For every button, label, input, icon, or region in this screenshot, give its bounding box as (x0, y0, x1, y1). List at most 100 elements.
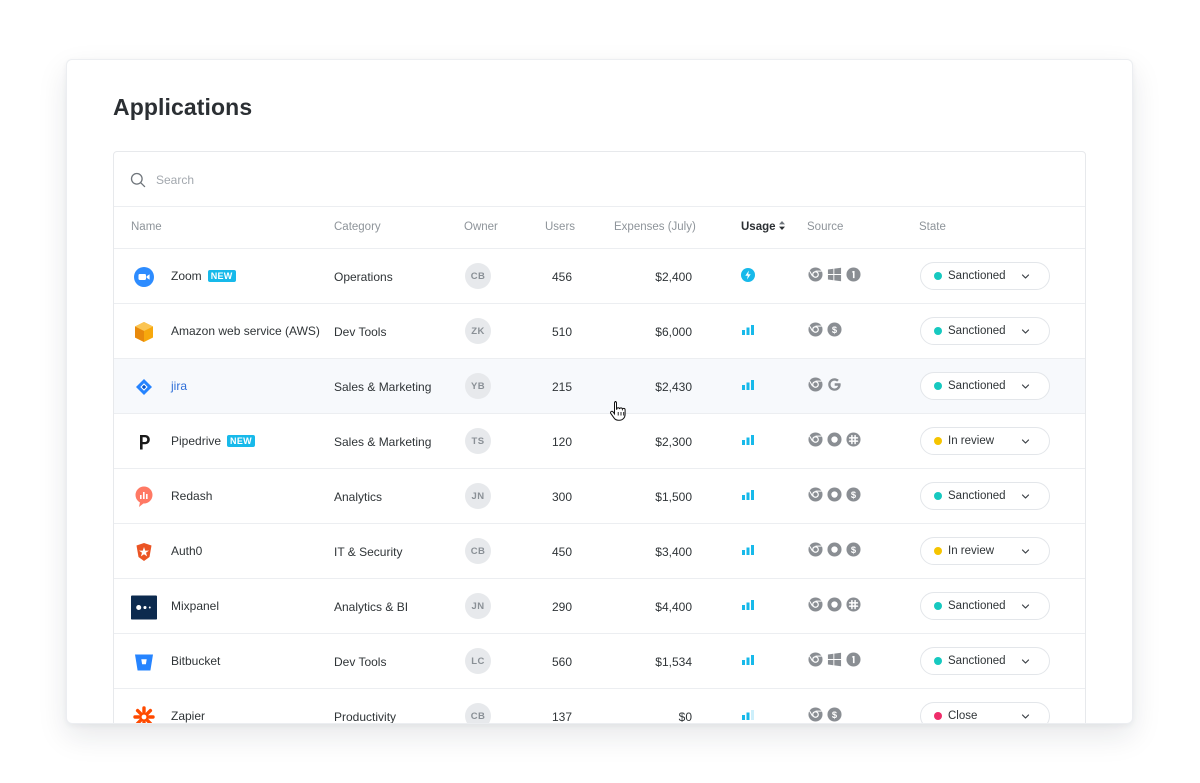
app-sources (808, 597, 861, 612)
state-dot (934, 382, 942, 390)
owner-avatar[interactable]: LC (465, 648, 491, 674)
owner-avatar[interactable]: ZK (465, 318, 491, 344)
search-bar (114, 152, 1085, 207)
state-dropdown[interactable]: Sanctioned (920, 592, 1050, 620)
state-dot (934, 492, 942, 500)
table-row[interactable]: Redash Analytics JN 300 $1,500 $ Sanctio… (114, 469, 1085, 524)
table-row[interactable]: Amazon web service (AWS) Dev Tools ZK 51… (114, 304, 1085, 359)
owner-avatar[interactable]: TS (465, 428, 491, 454)
column-header-owner[interactable]: Owner (464, 221, 498, 233)
search-input[interactable] (156, 169, 556, 191)
dollar-icon: $ (827, 322, 842, 337)
app-expenses: $2,300 (655, 435, 692, 449)
table-row[interactable]: Zoom NEW Operations CB 456 $2,400 Sanctio… (114, 249, 1085, 304)
app-category: Analytics & BI (334, 600, 409, 614)
state-dropdown[interactable]: Sanctioned (920, 262, 1050, 290)
chrome-icon (808, 597, 823, 612)
state-dot (934, 602, 942, 610)
state-label: Sanctioned (948, 490, 1006, 502)
table-row[interactable]: Zapier Productivity CB 137 $0 $ Close (114, 689, 1085, 724)
app-category: Sales & Marketing (334, 435, 432, 449)
column-header-usage[interactable]: Usage (741, 221, 785, 233)
auth0-icon (131, 539, 157, 565)
owner-avatar[interactable]: CB (465, 263, 491, 289)
app-sources: $ (808, 322, 842, 337)
app-users: 290 (551, 600, 572, 614)
one-password-icon (846, 267, 861, 282)
state-label: In review (948, 435, 995, 447)
state-dropdown[interactable]: Sanctioned (920, 647, 1050, 675)
zapier-icon (131, 704, 157, 723)
state-dot (934, 657, 942, 665)
owner-avatar[interactable]: JN (465, 593, 491, 619)
state-dropdown[interactable]: Sanctioned (920, 372, 1050, 400)
table-body: Zoom NEW Operations CB 456 $2,400 Sanctio… (114, 249, 1085, 724)
dollar-icon: $ (846, 542, 861, 557)
pipedrive-icon (131, 429, 157, 455)
usage-bars-icon (742, 545, 754, 555)
table-row[interactable]: Auth0 IT & Security CB 450 $3,400 $ In r… (114, 524, 1085, 579)
svg-text:$: $ (851, 545, 857, 555)
okta-icon (827, 487, 842, 502)
svg-text:$: $ (851, 490, 857, 500)
column-header-name[interactable]: Name (131, 221, 162, 233)
app-expenses: $3,400 (655, 545, 692, 559)
state-dot (934, 547, 942, 555)
chevron-down-icon (1021, 659, 1030, 664)
app-sources (808, 652, 861, 667)
table-row[interactable]: Pipedrive NEW Sales & Marketing TS 120 $2… (114, 414, 1085, 469)
app-category: Operations (334, 270, 393, 284)
dollar-icon: $ (846, 487, 861, 502)
column-header-category[interactable]: Category (334, 221, 381, 233)
app-name[interactable]: Redash (171, 489, 212, 503)
owner-avatar[interactable]: CB (465, 703, 491, 723)
column-header-expenses[interactable]: Expenses (July) (614, 221, 696, 233)
app-expenses: $2,400 (655, 270, 692, 284)
app-name[interactable]: Auth0 (171, 544, 202, 558)
chrome-icon (808, 267, 823, 282)
windows-icon (827, 652, 842, 667)
app-category: IT & Security (334, 545, 403, 559)
state-dropdown[interactable]: Close (920, 702, 1050, 723)
owner-avatar[interactable]: CB (465, 538, 491, 564)
app-expenses: $1,534 (655, 655, 692, 669)
app-name[interactable]: Pipedrive NEW (171, 434, 255, 448)
column-header-users[interactable]: Users (545, 221, 576, 233)
applications-card: Applications Name Category Owner Users E… (66, 59, 1133, 724)
app-name[interactable]: Mixpanel (171, 599, 219, 613)
state-dot (934, 272, 942, 280)
state-dropdown[interactable]: Sanctioned (920, 317, 1050, 345)
chrome-icon (808, 487, 823, 502)
hand-cursor-icon (610, 401, 626, 421)
chevron-down-icon (1021, 384, 1030, 389)
dollar-icon: $ (827, 707, 842, 722)
app-name[interactable]: Amazon web service (AWS) (171, 324, 320, 338)
app-category: Productivity (334, 710, 397, 724)
owner-avatar[interactable]: YB (465, 373, 491, 399)
app-name-label: Auth0 (171, 544, 203, 558)
state-dropdown[interactable]: In review (920, 427, 1050, 455)
table-row[interactable]: jira Sales & Marketing YB 215 $2,430 San… (114, 359, 1085, 414)
table-header: Name Category Owner Users Expenses (July… (114, 207, 1085, 249)
chevron-down-icon (1021, 274, 1030, 279)
chrome-icon (808, 322, 823, 337)
owner-avatar[interactable]: JN (465, 483, 491, 509)
app-expenses: $2,430 (655, 380, 692, 394)
app-name[interactable]: Zoom NEW (171, 269, 236, 283)
usage-bars-icon (742, 600, 754, 610)
column-header-source[interactable]: Source (807, 221, 844, 233)
state-dropdown[interactable]: Sanctioned (920, 482, 1050, 510)
app-name[interactable]: jira (171, 379, 187, 393)
slack-icon (846, 432, 861, 447)
usage-bars-icon (742, 490, 754, 500)
app-sources (808, 267, 861, 282)
chrome-icon (808, 707, 823, 722)
app-name[interactable]: Bitbucket (171, 654, 220, 668)
app-name-label: Pipedrive (171, 434, 222, 448)
state-dropdown[interactable]: In review (920, 537, 1050, 565)
table-row[interactable]: Mixpanel Analytics & BI JN 290 $4,400 Sa… (114, 579, 1085, 634)
table-row[interactable]: Bitbucket Dev Tools LC 560 $1,534 Sancti… (114, 634, 1085, 689)
app-users: 215 (551, 380, 572, 394)
app-name[interactable]: Zapier (171, 709, 205, 723)
column-header-state[interactable]: State (919, 221, 946, 233)
